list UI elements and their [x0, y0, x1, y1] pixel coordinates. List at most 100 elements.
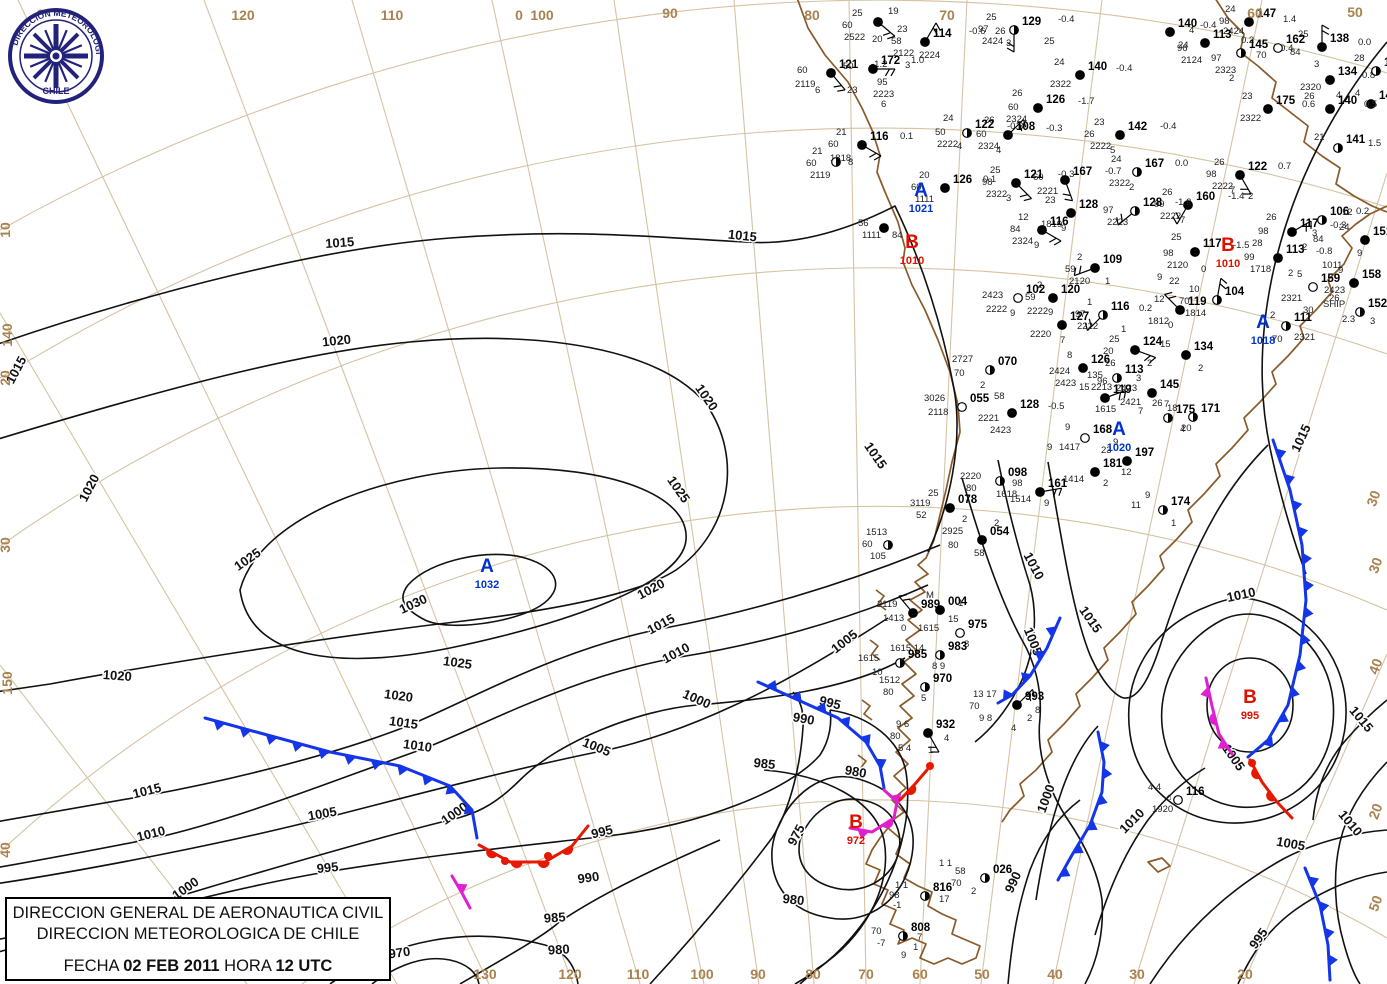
- station-plot: 138 0.0 25 84 3: [1290, 24, 1371, 70]
- station-plot: 159 5 2321 26: [1281, 269, 1340, 304]
- map-label: 2424: [1049, 366, 1070, 377]
- front-symbol-icon: [1301, 633, 1311, 646]
- map-label: 078: [958, 494, 978, 506]
- map-label: 9: [1113, 437, 1118, 448]
- front-symbol-icon: [857, 829, 870, 840]
- map-label: 126: [1384, 57, 1387, 69]
- met-office-logo: DIRECCION METEOROLOGICA CHILE: [3, 0, 106, 106]
- front-symbol-icon: [882, 819, 894, 829]
- map-label: 2: [1270, 310, 1275, 321]
- agency-title: DIRECCION GENERAL DE AERONAUTICA CIVIL: [12, 904, 384, 922]
- map-label: 58: [974, 548, 985, 559]
- map-label: 970: [933, 673, 952, 685]
- station-plot: 120 259 2222: [1025, 280, 1080, 317]
- front-symbol-icon: [239, 727, 252, 738]
- map-label: 2321: [1294, 332, 1315, 343]
- map-label: 2: [1302, 242, 1307, 253]
- map-label: 50: [974, 966, 990, 982]
- map-label: 26: [1214, 157, 1225, 168]
- map-label: 9: [1047, 442, 1052, 453]
- front-symbol-icon: [1308, 876, 1319, 888]
- map-label: 2222: [1212, 181, 1233, 192]
- map-label: 197: [1135, 447, 1154, 459]
- front-symbol-icon: [1304, 579, 1314, 592]
- map-label: 7: [1164, 399, 1169, 410]
- map-label: 26: [1329, 293, 1340, 304]
- station-plot: 140 -0.4 24 2322: [1050, 57, 1132, 90]
- front-symbol-icon: [1303, 606, 1314, 619]
- isobar: [1334, 761, 1387, 984]
- station-circle-icon: [1181, 350, 1191, 360]
- map-label: 8: [1067, 350, 1072, 361]
- map-label: A: [1256, 312, 1270, 333]
- station-circle-icon: [1035, 487, 1045, 497]
- coastline: [861, 699, 873, 721]
- low-pressure-center: B 1010: [900, 232, 924, 267]
- map-label: 2222: [1090, 141, 1111, 152]
- cold-front: [1246, 438, 1314, 759]
- map-label: 30: [1129, 966, 1145, 982]
- station-circle-icon: [1183, 200, 1193, 210]
- map-label: 2119: [795, 79, 815, 90]
- map-label: 21: [836, 127, 847, 138]
- map-label: 2: [1103, 478, 1108, 489]
- map-label: 1: [1171, 518, 1176, 529]
- map-label: 2: [971, 886, 976, 897]
- map-label: -0.3: [1007, 121, 1023, 132]
- map-label: 20: [1365, 801, 1385, 821]
- occluded-front: [1200, 676, 1234, 756]
- map-label: 160: [1196, 191, 1215, 203]
- map-label: 40: [1047, 966, 1063, 982]
- station-plot: 167 60 -0.7 2221: [1033, 166, 1121, 202]
- map-label: 1005: [307, 804, 338, 824]
- date-time-line: FECHA 02 FEB 2011 HORA 12 UTC: [7, 957, 389, 976]
- coastline: [1215, 0, 1387, 213]
- map-label: 84: [892, 230, 903, 241]
- station-plot: 983 1615 14 8 9: [890, 641, 967, 672]
- map-label: 99: [1244, 252, 1255, 263]
- map-label: 25: [1171, 232, 1182, 243]
- station-plot: 158 9 2423: [1324, 265, 1382, 296]
- map-label: 80: [966, 483, 977, 494]
- map-label: 1011: [1322, 260, 1342, 271]
- map-label: 2320: [1300, 82, 1321, 93]
- front-symbol-icon: [344, 754, 356, 765]
- map-label: 0.2: [1241, 35, 1254, 46]
- map-label: 5: [1110, 145, 1115, 156]
- isobar: [961, 477, 1104, 984]
- map-label: 0.5: [1364, 99, 1377, 110]
- map-label: 2213: [1091, 382, 1112, 393]
- map-label: A: [480, 556, 494, 577]
- map-label: 5: [921, 693, 926, 704]
- map-label: 70: [939, 7, 955, 23]
- map-label: 26: [1084, 129, 1095, 140]
- map-label: 1005: [828, 627, 860, 657]
- station-circle-icon: [1130, 345, 1140, 355]
- low-pressure-center: B 995: [1241, 687, 1259, 722]
- map-label: 1032: [475, 579, 499, 591]
- map-label: 128: [1143, 197, 1163, 209]
- map-label: 171: [1201, 403, 1221, 415]
- map-label: 8: [964, 639, 969, 650]
- map-label: 145: [1249, 39, 1269, 51]
- front-symbol-icon: [1319, 901, 1330, 913]
- isobar: [239, 467, 687, 660]
- map-label: -0.3: [1058, 169, 1074, 180]
- map-label: 1417: [1059, 442, 1080, 453]
- map-label: 2: [1077, 252, 1082, 263]
- map-label: 70: [1256, 50, 1267, 61]
- front-symbol-icon: [1266, 790, 1276, 802]
- map-label: 3: [905, 60, 910, 71]
- isobar: [1007, 799, 1081, 984]
- map-label: 18: [1167, 403, 1178, 414]
- map-label: 2925: [942, 526, 963, 537]
- station-circle-icon: [1012, 700, 1022, 710]
- station-circle-icon: [1308, 282, 1318, 292]
- map-label: 1015: [388, 713, 419, 732]
- map-label: 1618: [996, 489, 1017, 500]
- map-label: 1.0: [911, 55, 924, 66]
- map-label: 4 4: [1148, 782, 1161, 793]
